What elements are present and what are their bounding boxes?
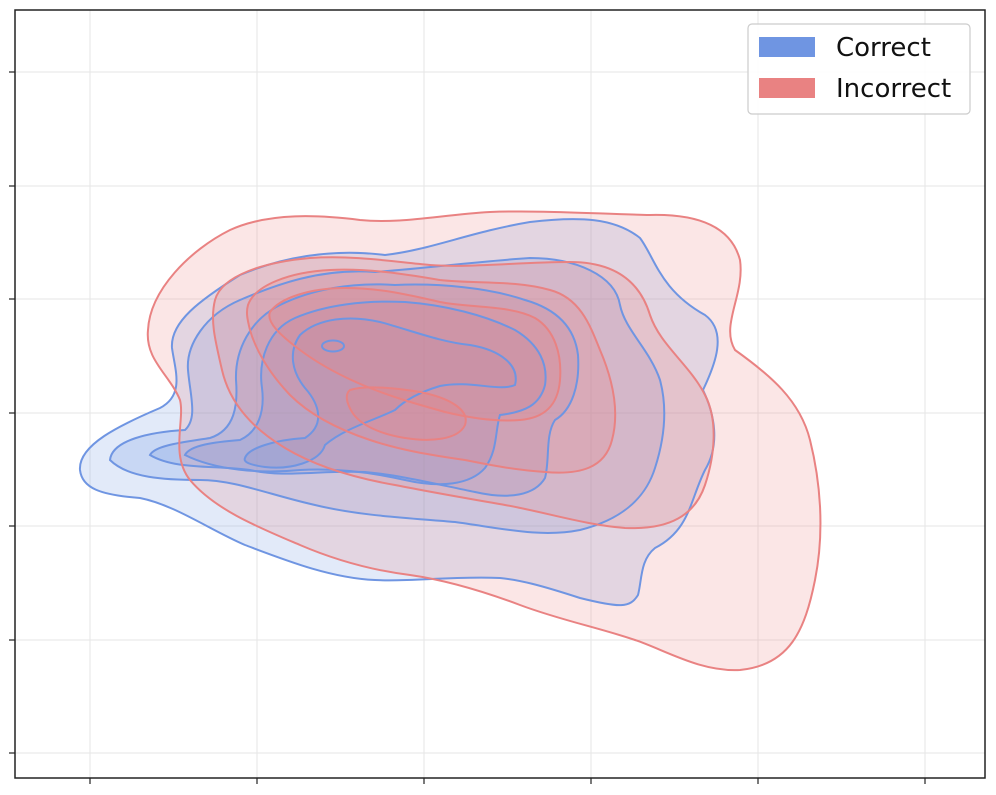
correct-contour-2 [108,256,666,534]
legend-label-correct: Correct [836,33,931,63]
incorrect-contours [146,210,822,672]
correct-contour-peak [321,339,345,353]
incorrect-density-fill [147,211,821,671]
incorrect-fill-level-5 [346,387,466,440]
legend: Correct Incorrect [747,23,971,115]
axes-frame [14,9,986,779]
correct-contour-4 [183,300,547,486]
correct-fill-level-5 [244,318,516,468]
correct-contour-5 [243,317,517,469]
incorrect-contour-5 [345,386,467,441]
incorrect-contour-2 [212,256,715,530]
incorrect-fill-level-4 [269,288,561,421]
legend-label-incorrect: Incorrect [836,74,951,104]
incorrect-contour-4 [268,286,562,422]
legend-swatch-incorrect [759,78,815,98]
legend-swatch-correct [759,37,815,57]
incorrect-contour-3 [245,268,617,474]
correct-fill-level-4 [185,301,546,485]
x-ticks [89,778,926,784]
correct-fill-level-3 [150,284,579,496]
grid [15,10,985,778]
y-ticks [9,71,15,754]
incorrect-fill-level-3 [246,269,616,473]
incorrect-fill-level-1 [147,211,821,671]
incorrect-contour-1 [146,210,822,672]
